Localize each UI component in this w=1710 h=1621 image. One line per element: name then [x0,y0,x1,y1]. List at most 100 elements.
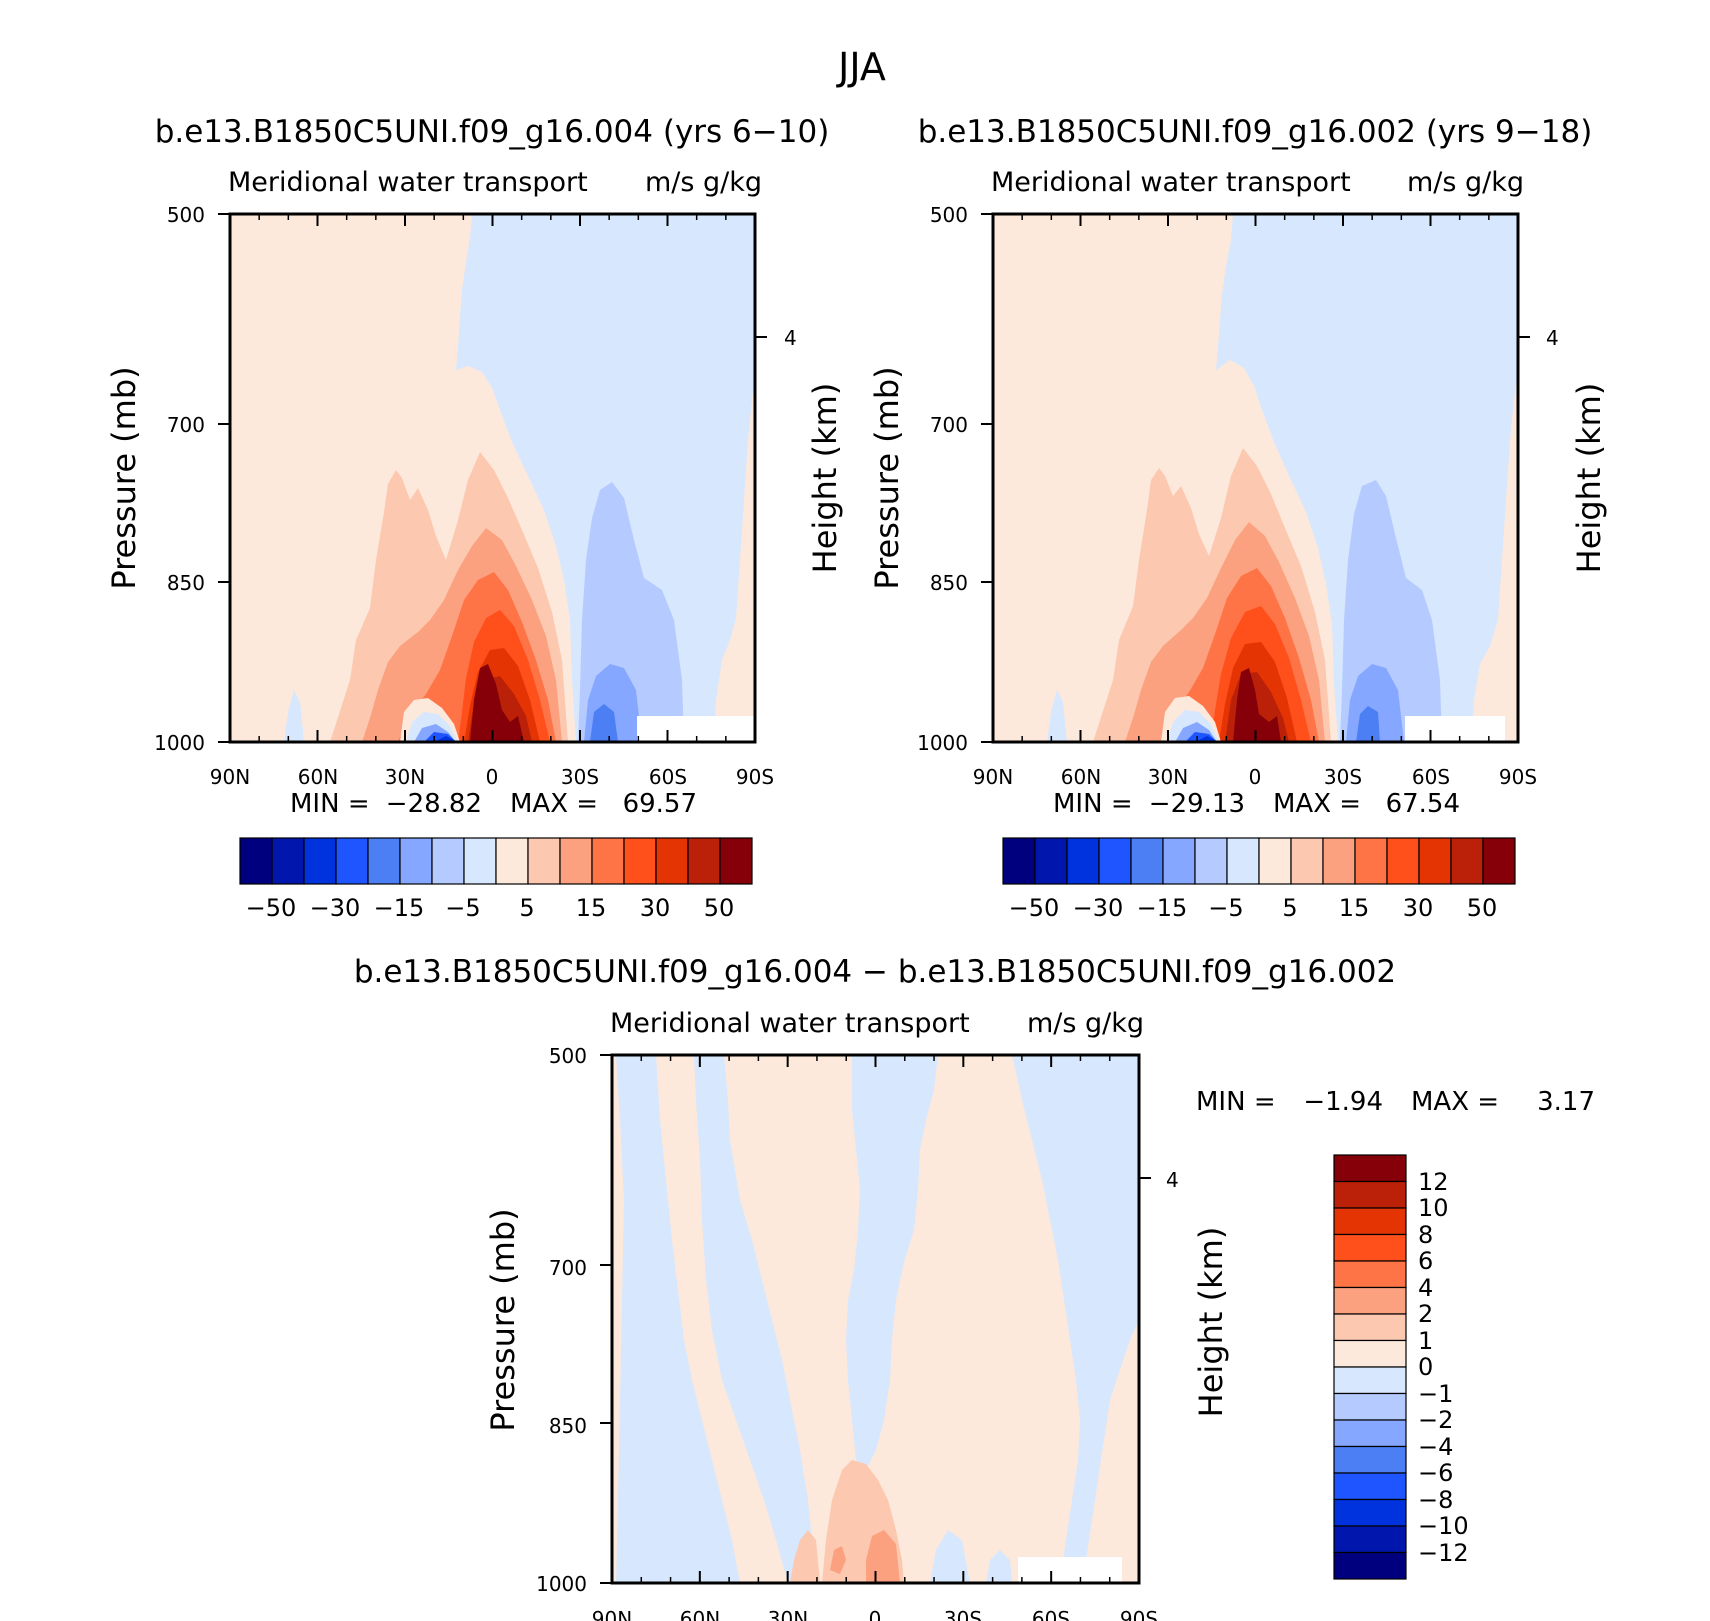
colorbar-swatch [1258,837,1292,885]
panel-2-min-label: MIN = [1196,1087,1276,1117]
panel-0-colorbar-label: 50 [704,894,735,922]
panel-2-ylabel-right: Height (km) [1192,1227,1230,1418]
panel-2-colorbar-label: −4 [1418,1433,1453,1461]
panel-1-ytick-500: 500 [930,203,968,227]
colorbar-swatch [719,837,753,885]
colorbar-swatch [463,837,497,885]
panel-0-level-pos-7 [470,664,524,742]
panel-1-colorbar-label: −30 [1073,894,1124,922]
panel-2-ticks [600,1054,1151,1584]
panel-0-ytick-700: 700 [167,413,205,437]
panel-2-missing [1018,1557,1122,1583]
panel-1-level-pos-7 [1233,668,1281,742]
panel-2-ytick-700: 700 [549,1256,587,1280]
colorbar-swatch [1333,1260,1407,1289]
panel-2-xtick-0: 0 [869,1607,882,1621]
panel-1-missing [1405,716,1505,742]
panel-2-level-neg-1 [846,1055,938,1470]
panel-2-units: m/s g/kg [1027,1008,1144,1039]
panel-2-max-label: MAX = [1411,1087,1499,1117]
panel-1-max-value: 67.54 [1386,789,1460,819]
panel-2-xtick-30N: 30N [768,1607,808,1621]
panel-1-ticks [981,213,1530,743]
colorbar-swatch [591,837,625,885]
panel-2-colorbar [1333,1154,1407,1580]
panel-1-variable: Meridional water transport [991,167,1351,198]
panel-0-xtick-90S: 90S [736,765,774,789]
panel-2-colorbar-label: −1 [1418,1380,1453,1408]
panel-0-field [230,214,755,742]
panel-2-level-neg-1 [930,1530,970,1583]
panel-2-colorbar-label: 8 [1418,1221,1433,1249]
panel-0-xtick-60N: 60N [298,765,338,789]
panel-0-xtick-30N: 30N [385,765,425,789]
panel-0-xtick-60S: 60S [649,765,687,789]
panel-0-ytick-850: 850 [167,571,205,595]
panel-0-units: m/s g/kg [645,167,762,198]
panel-1-min-value: −29.13 [1149,789,1245,819]
colorbar-swatch [1333,1180,1407,1209]
panel-2-level-neg-1 [1012,1055,1139,1583]
colorbar-swatch [1333,1445,1407,1474]
colorbar-swatch [1333,1233,1407,1262]
panel-2-colorbar-label: 2 [1418,1300,1433,1328]
panel-2-level-pos-2 [866,1530,900,1583]
panel-2-colorbar-label: 10 [1418,1194,1449,1222]
colorbar-swatch [1333,1286,1407,1315]
colorbar-swatch [239,837,273,885]
colorbar-swatch [1194,837,1228,885]
colorbar-swatch [1418,837,1452,885]
colorbar-swatch [431,837,465,885]
panel-0-xtick-30S: 30S [561,765,599,789]
panel-0-level-neg-0b [284,690,304,742]
panel-1-level-neg-4a [1356,706,1380,742]
panel-0-colorbar-label: 15 [576,894,607,922]
panel-0-xtick-0: 0 [486,765,499,789]
colorbar-swatch [1333,1313,1407,1342]
panel-2-colorbar-label: 12 [1418,1168,1449,1196]
panel-0-ylabel: Pressure (mb) [105,366,143,589]
panel-2-min-value: −1.94 [1303,1087,1383,1117]
panel-0: b.e13.B1850C5UNI.f09_g16.004 (yrs 6−10) … [105,114,844,922]
colorbar-swatch [1333,1472,1407,1501]
panel-2-colorbar-label: −6 [1418,1459,1453,1487]
panel-2-ytick-850: 850 [549,1414,587,1438]
panel-1-xtick-60S: 60S [1412,765,1450,789]
colorbar-swatch [1002,837,1036,885]
panel-2-colorbar-label: −8 [1418,1486,1453,1514]
panel-2-xtick-60N: 60N [680,1607,720,1621]
panel-0-level-neg-4a [590,704,618,742]
panel-2-level-pos-2 [830,1546,846,1574]
colorbar-swatch [367,837,401,885]
panel-0-ticks [218,213,767,743]
panel-1-field [993,214,1518,742]
panel-1-colorbar-label: 5 [1282,894,1297,922]
panel-1-max-label: MAX = [1273,789,1361,819]
panel-2-colorbar-label: 4 [1418,1274,1433,1302]
panel-2-variable: Meridional water transport [610,1008,970,1039]
panel-1-colorbar-label: −50 [1009,894,1060,922]
colorbar-swatch [559,837,593,885]
panel-0-max-value: 69.57 [623,789,697,819]
panel-1-units: m/s g/kg [1407,167,1524,198]
panel-1-xtick-30S: 30S [1324,765,1362,789]
panel-1-ylabel-right: Height (km) [1570,383,1608,574]
colorbar-swatch [1333,1419,1407,1448]
colorbar-swatch [1034,837,1068,885]
panel-2-ytick-500: 500 [549,1044,587,1068]
panel-1-level-neg-0b [1047,690,1067,742]
panel-2-colorbar-label: 1 [1418,1327,1433,1355]
colorbar-swatch [687,837,721,885]
colorbar-swatch [399,837,433,885]
panel-1-min-label: MIN = [1053,789,1133,819]
panel-0-variable: Meridional water transport [228,167,588,198]
colorbar-swatch [1482,837,1516,885]
panel-2-colorbar-label: 0 [1418,1353,1433,1381]
panel-1-ytick-850: 850 [930,571,968,595]
panel-2-level-neg-1 [986,1550,1012,1583]
panel-1-level-pos-0c [1472,370,1518,742]
panel-0-ytick-right-4: 4 [784,326,797,350]
colorbar-swatch [1333,1207,1407,1236]
panel-2-colorbar-label: −10 [1418,1512,1469,1540]
